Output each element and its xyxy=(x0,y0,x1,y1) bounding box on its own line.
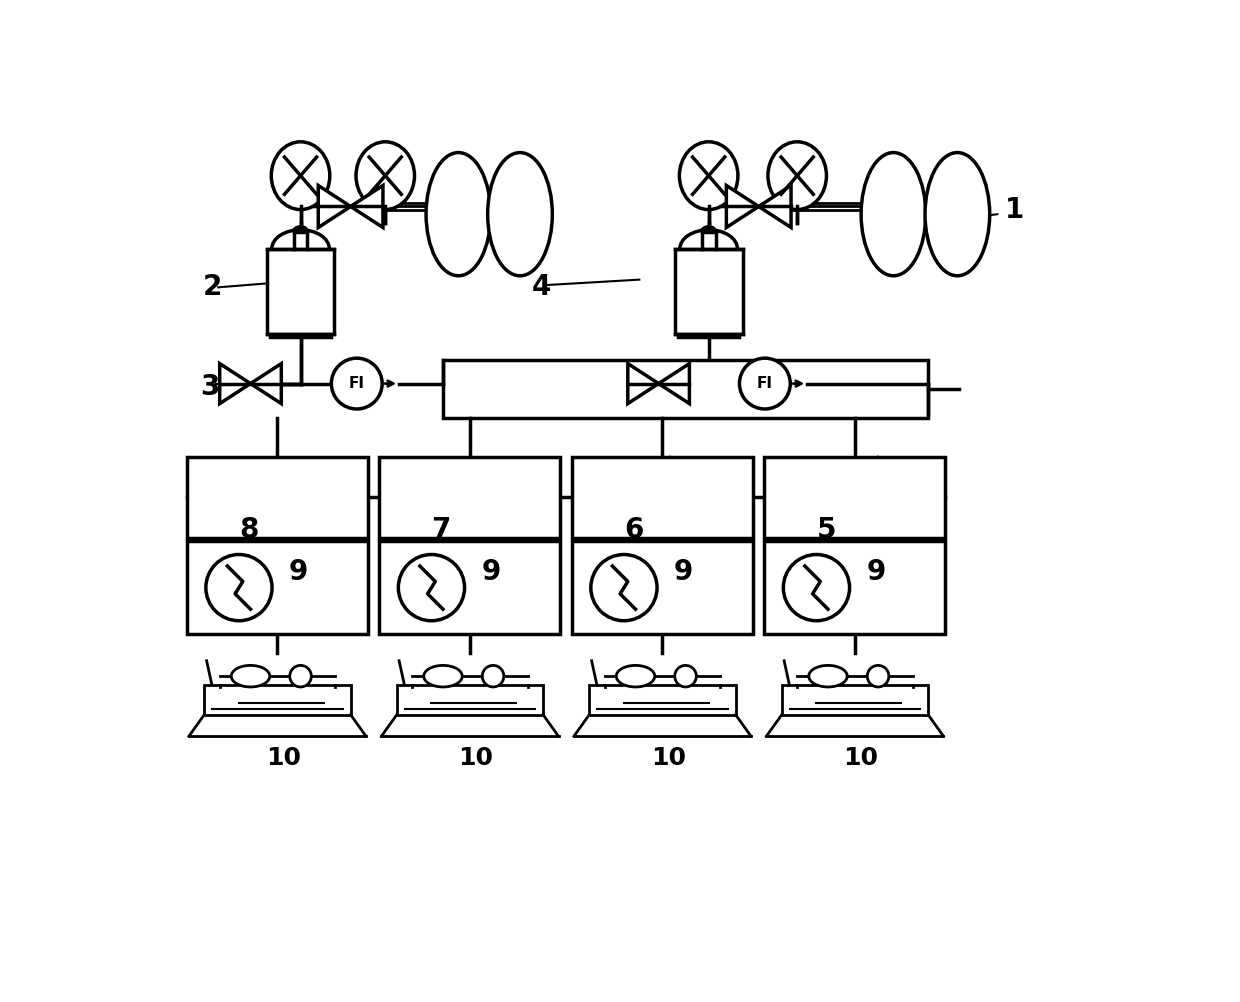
Ellipse shape xyxy=(272,142,330,209)
Bar xyxy=(443,361,928,418)
Text: 8: 8 xyxy=(239,516,258,543)
Ellipse shape xyxy=(427,152,491,276)
Bar xyxy=(379,457,560,538)
Text: 4: 4 xyxy=(532,273,551,301)
Bar xyxy=(589,685,735,714)
Circle shape xyxy=(784,554,849,621)
Circle shape xyxy=(590,554,657,621)
Bar xyxy=(397,685,543,714)
Polygon shape xyxy=(250,364,281,404)
Ellipse shape xyxy=(867,665,889,687)
Ellipse shape xyxy=(616,665,655,687)
Text: 2: 2 xyxy=(203,273,222,301)
Ellipse shape xyxy=(925,152,990,276)
Text: 7: 7 xyxy=(432,516,451,543)
Circle shape xyxy=(739,358,790,409)
Bar xyxy=(187,457,368,538)
Ellipse shape xyxy=(768,142,826,209)
Text: 9: 9 xyxy=(289,558,309,586)
Circle shape xyxy=(331,358,382,409)
Bar xyxy=(572,541,753,634)
Ellipse shape xyxy=(861,152,926,276)
Bar xyxy=(187,541,368,634)
Bar xyxy=(267,248,335,334)
Ellipse shape xyxy=(808,665,847,687)
Ellipse shape xyxy=(290,665,311,687)
Bar xyxy=(765,457,945,538)
Text: 10: 10 xyxy=(651,745,686,770)
Text: 10: 10 xyxy=(265,745,301,770)
Text: FI: FI xyxy=(756,376,773,391)
Bar xyxy=(765,541,945,634)
Circle shape xyxy=(398,554,465,621)
Polygon shape xyxy=(351,185,383,227)
Bar xyxy=(781,685,928,714)
Text: FI: FI xyxy=(348,376,365,391)
Polygon shape xyxy=(219,364,250,404)
Text: 6: 6 xyxy=(624,516,644,543)
Text: 9: 9 xyxy=(481,558,501,586)
Bar xyxy=(379,541,560,634)
Bar xyxy=(572,457,753,538)
Text: 10: 10 xyxy=(843,745,878,770)
Ellipse shape xyxy=(424,665,463,687)
Polygon shape xyxy=(627,364,658,404)
Ellipse shape xyxy=(675,665,697,687)
Text: 3: 3 xyxy=(201,373,219,401)
Text: 5: 5 xyxy=(816,516,836,543)
Bar xyxy=(675,248,743,334)
Ellipse shape xyxy=(487,152,552,276)
Polygon shape xyxy=(658,364,689,404)
Text: 9: 9 xyxy=(867,558,885,586)
Ellipse shape xyxy=(482,665,503,687)
Text: 9: 9 xyxy=(675,558,693,586)
Ellipse shape xyxy=(231,665,270,687)
Circle shape xyxy=(206,554,272,621)
Ellipse shape xyxy=(680,142,738,209)
Text: 1: 1 xyxy=(1006,196,1024,224)
Polygon shape xyxy=(319,185,351,227)
Polygon shape xyxy=(727,185,759,227)
Bar xyxy=(205,685,351,714)
Polygon shape xyxy=(759,185,791,227)
Text: 10: 10 xyxy=(459,745,494,770)
Ellipse shape xyxy=(356,142,414,209)
